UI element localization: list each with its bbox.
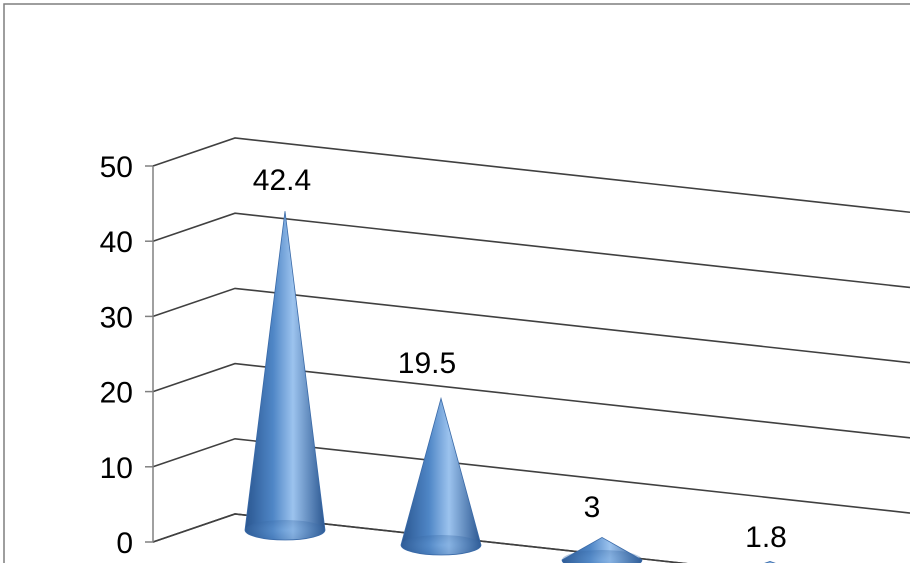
cone-series [244, 211, 799, 568]
y-tick-labels: 0 10 20 30 40 50 [100, 151, 133, 560]
y-tick-label: 20 [100, 377, 133, 410]
y-tick-label: 0 [116, 527, 133, 560]
gridlines [152, 137, 910, 568]
cone-bar [400, 396, 482, 556]
y-tick-label: 30 [100, 301, 133, 334]
cone-body [244, 211, 326, 541]
cone-base [245, 520, 325, 540]
gridline [152, 437, 910, 514]
data-label: 3 [584, 491, 601, 524]
y-tick-label: 50 [100, 151, 133, 184]
data-label: 1.8 [745, 521, 787, 554]
gridline [152, 362, 910, 439]
y-tick-label: 10 [100, 452, 133, 485]
data-label: 19.5 [398, 347, 456, 380]
cone-bar [244, 211, 326, 541]
gridline [152, 137, 910, 214]
chart-border [3, 3, 910, 568]
cone-base [401, 535, 481, 555]
cone-body [400, 396, 482, 556]
gridline [152, 287, 910, 364]
gridline [152, 212, 910, 289]
y-axis [145, 165, 154, 543]
data-labels: 42.4 19.5 3 1.8 [253, 164, 787, 554]
cone-bar [561, 536, 643, 568]
data-label: 42.4 [253, 164, 311, 197]
y-tick-label: 40 [100, 226, 133, 259]
